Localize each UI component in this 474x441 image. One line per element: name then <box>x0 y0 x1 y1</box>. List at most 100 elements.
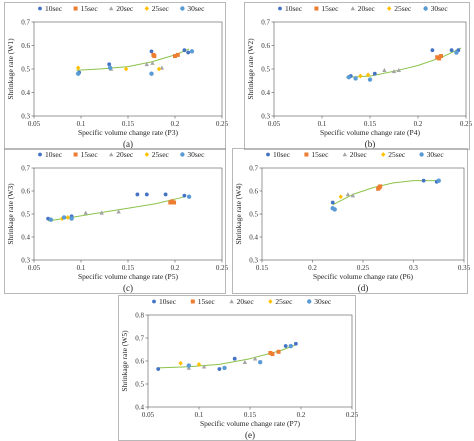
data-point-30sec <box>75 71 81 76</box>
data-point-10sec <box>135 192 140 197</box>
x-tick-label: 0.05 <box>268 120 281 128</box>
legend-label: 15sec <box>81 150 99 159</box>
data-point-15sec <box>173 54 177 59</box>
legend-marker-15sec <box>190 299 195 304</box>
y-tick-label: 0.7 <box>135 334 144 342</box>
legend-label: 30sec <box>314 297 332 306</box>
x-tick-label: 0.1 <box>77 264 86 272</box>
y-tick-label: 0.4 <box>135 403 144 411</box>
data-point-25sec <box>156 66 162 72</box>
data-point-20sec <box>150 60 155 65</box>
data-point-25sec <box>338 194 343 200</box>
data-point-10sec <box>232 356 237 361</box>
y-axis-label: Shrinkage rate (W3) <box>6 183 15 245</box>
x-tick-label: 0.2 <box>414 120 423 128</box>
trend-line <box>76 48 190 71</box>
legend-label: 25sec <box>275 297 293 306</box>
panel-border <box>4 2 226 150</box>
chart-panel-a: 0.05 0.1 0.15 0.2 0.25 0.3 0.4 0.5 0.6 0.7 Specifi… <box>6 4 229 149</box>
x-axis-label: Specific volume change rate (P3) <box>78 128 178 137</box>
legend-label: 30sec <box>187 150 205 159</box>
legend-label: 10sec <box>273 150 291 159</box>
legend-label: 10sec <box>45 4 63 13</box>
data-point-30sec <box>69 216 74 221</box>
data-point-30sec <box>288 343 293 349</box>
data-point-15sec <box>270 352 275 357</box>
plot-area-border <box>261 167 465 261</box>
legend-marker-25sec <box>268 299 273 304</box>
data-point-10sec <box>421 178 426 183</box>
legend-label: 20sec <box>350 150 368 159</box>
y-axis-label: Shrinkage rate (W4) <box>234 183 243 245</box>
data-point-25sec <box>358 73 363 79</box>
y-tick-label: 0.3 <box>249 256 258 264</box>
y-axis-label: Shrinkage rate (W1) <box>6 38 15 100</box>
data-point-10sec <box>449 48 454 53</box>
y-tick-label: 0.6 <box>21 42 30 50</box>
data-point-20sec <box>350 193 356 198</box>
x-tick-label: 0.15 <box>122 120 135 128</box>
data-point-25sec <box>196 362 202 367</box>
legend-label: 20sec <box>237 297 255 306</box>
x-tick-label: 0.2 <box>297 411 306 419</box>
legend-label: 20sec <box>116 150 134 159</box>
y-tick-label: 0.7 <box>21 18 30 26</box>
x-tick-label: 0.25 <box>357 264 370 272</box>
legend-label: 20sec <box>116 4 134 13</box>
data-point-20sec <box>382 67 387 72</box>
data-point-30sec <box>436 178 441 183</box>
data-point-10sec <box>372 71 377 76</box>
legend-marker-25sec <box>381 152 386 157</box>
data-point-10sec <box>330 200 335 205</box>
y-axis-label: Shrinkage rate (W5) <box>120 330 129 392</box>
y-tick-label: 0.3 <box>21 112 30 120</box>
data-point-25sec <box>65 215 71 220</box>
y-tick-label: 0.3 <box>261 112 270 120</box>
y-tick-label: 0.5 <box>21 210 30 218</box>
y-tick-label: 0.4 <box>21 233 30 241</box>
legend-label: 30sec <box>187 4 205 13</box>
legend-marker-20sec <box>229 299 234 304</box>
x-tick-label: 0.25 <box>216 264 229 272</box>
trend-line <box>332 180 439 206</box>
x-tick-label: 0.2 <box>171 264 180 272</box>
data-point-20sec <box>99 210 104 215</box>
legend-marker-25sec <box>144 6 149 11</box>
data-point-25sec <box>365 72 371 78</box>
data-point-10sec <box>149 49 154 54</box>
x-axis-label: Specific volume change rate (P7) <box>200 419 300 428</box>
data-point-10sec <box>294 341 298 346</box>
data-point-25sec <box>178 360 183 366</box>
x-tick-label: 0.25 <box>346 411 359 419</box>
y-tick-label: 0.5 <box>21 65 30 73</box>
data-point-20sec <box>242 359 248 364</box>
legend-marker-10sec <box>38 6 42 11</box>
plot-area-border <box>33 167 223 261</box>
trend-line <box>345 47 462 78</box>
plot-area-border <box>147 314 353 408</box>
data-point-10sec <box>163 192 168 197</box>
legend-marker-20sec <box>350 6 355 11</box>
x-tick-label: 0.25 <box>216 120 229 128</box>
x-tick-label: 0.3 <box>409 264 418 272</box>
data-point-30sec <box>454 50 459 55</box>
plot-area-border <box>273 21 467 117</box>
data-point-25sec <box>60 216 65 221</box>
legend-marker-25sec <box>144 152 149 157</box>
legend-marker-30sec <box>419 152 424 157</box>
data-point-20sec <box>83 210 88 215</box>
x-tick-label: 0.05 <box>28 120 41 128</box>
legend-label: 10sec <box>45 150 63 159</box>
y-tick-label: 0.5 <box>135 380 144 388</box>
data-point-20sec <box>144 62 149 67</box>
panel-caption: (e) <box>245 430 255 440</box>
data-point-30sec <box>222 365 227 371</box>
legend-marker-10sec <box>266 152 270 157</box>
chart-panel-c: 0.05 0.1 0.15 0.2 0.25 0.3 0.4 0.5 0.6 0.7 Specifi… <box>6 150 229 293</box>
legend-label: 25sec <box>152 150 170 159</box>
data-point-15sec <box>276 349 281 354</box>
x-tick-label: 0.05 <box>142 411 155 419</box>
data-point-15sec <box>378 184 383 189</box>
x-tick-label: 0.1 <box>318 120 327 128</box>
